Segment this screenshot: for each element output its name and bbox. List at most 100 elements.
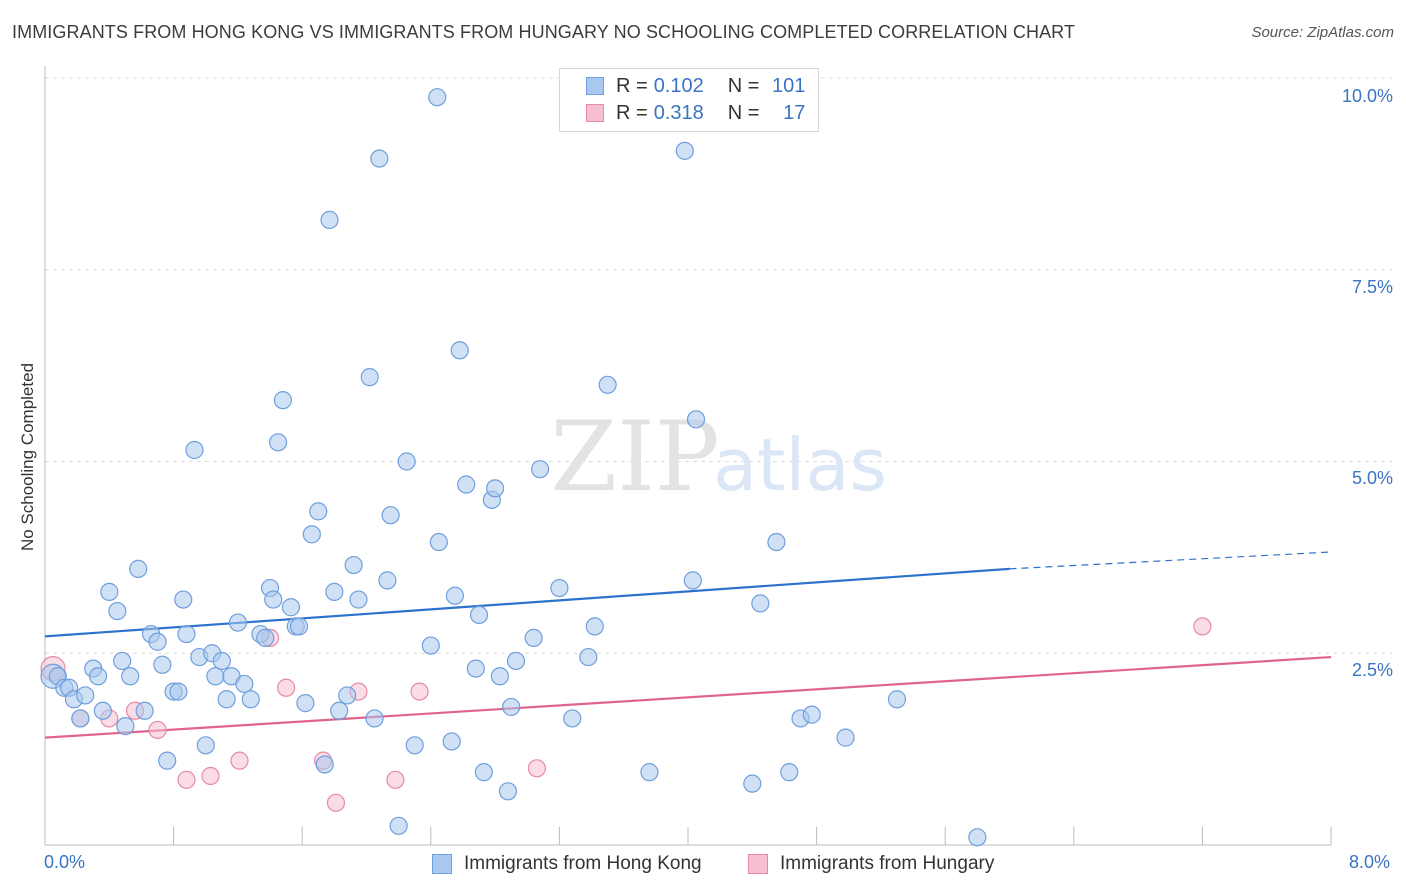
- point-hongkong: [429, 532, 448, 552]
- point-hongkong: [196, 736, 215, 755]
- point-hongkong: [169, 682, 188, 701]
- point-hongkong: [121, 667, 140, 686]
- data-points: [40, 88, 1212, 847]
- point-hongkong: [442, 732, 461, 751]
- point-hongkong: [506, 651, 526, 671]
- point-hongkong: [330, 701, 349, 720]
- point-hongkong: [241, 690, 260, 709]
- point-hongkong: [445, 586, 465, 605]
- point-hongkong: [93, 701, 112, 720]
- point-hungary: [1193, 617, 1212, 636]
- trend-lines: [44, 551, 1332, 739]
- point-hongkong: [550, 578, 569, 598]
- legend-r-label: R =: [616, 101, 648, 124]
- point-hongkong: [397, 452, 416, 471]
- point-hongkong: [113, 651, 132, 671]
- bottom-legend-label-hongkong: Immigrants from Hong Kong: [464, 853, 702, 874]
- point-hongkong: [780, 763, 799, 782]
- point-hongkong: [88, 667, 108, 686]
- trend-line-hungary: [44, 655, 1332, 739]
- point-hongkong: [474, 763, 493, 782]
- point-hongkong: [640, 763, 659, 782]
- point-hungary: [148, 720, 167, 740]
- point-hongkong: [148, 632, 167, 651]
- watermark-atlas: atlas: [713, 423, 887, 507]
- y-tick-label: 10.0%: [1341, 86, 1393, 106]
- point-hongkong: [968, 828, 987, 847]
- legend-swatch-hungary: [586, 104, 604, 122]
- legend-swatch-hongkong: [586, 77, 604, 95]
- point-hungary: [201, 766, 220, 786]
- stats-legend: R = 0.102 N = 101 R = 0.318 N = 17: [559, 68, 819, 132]
- point-hongkong: [469, 605, 489, 625]
- point-hongkong: [158, 751, 177, 770]
- point-hongkong: [296, 694, 315, 713]
- bottom-legend-hungary: Immigrants from Hungary: [748, 852, 994, 876]
- bottom-legend-hongkong: Immigrants from Hong Kong: [432, 852, 702, 876]
- point-hongkong: [389, 816, 408, 835]
- point-hongkong: [177, 624, 196, 644]
- point-hongkong: [585, 617, 604, 636]
- point-hongkong: [76, 686, 95, 705]
- bottom-legend-label-hungary: Immigrants from Hungary: [780, 853, 995, 874]
- x-tick-label-min: 0.0%: [44, 852, 86, 872]
- point-hongkong: [486, 479, 505, 498]
- point-hongkong: [228, 613, 247, 632]
- axes: [44, 66, 1332, 846]
- grid-lines: [45, 77, 1392, 654]
- point-hongkong: [490, 667, 510, 686]
- point-hongkong: [71, 709, 90, 728]
- point-hongkong: [579, 647, 598, 667]
- point-hongkong: [381, 506, 400, 525]
- point-hungary: [326, 793, 346, 812]
- point-hongkong: [767, 532, 786, 552]
- point-hongkong: [273, 391, 293, 410]
- trend-line-hongkong: [44, 567, 1010, 638]
- point-hongkong: [675, 141, 694, 160]
- x-tick-label-max: 8.0%: [1349, 852, 1391, 872]
- point-hungary: [177, 770, 196, 789]
- point-hongkong: [174, 590, 193, 609]
- point-hongkong: [360, 368, 379, 387]
- point-hongkong: [135, 701, 154, 720]
- point-hongkong: [315, 755, 334, 774]
- y-tick-label: 7.5%: [1351, 277, 1393, 297]
- point-hongkong: [289, 617, 309, 636]
- point-hongkong: [428, 88, 447, 107]
- point-hongkong: [235, 674, 254, 694]
- point-hongkong: [802, 705, 821, 724]
- point-hongkong: [309, 502, 328, 521]
- point-hongkong: [370, 149, 389, 168]
- point-hongkong: [153, 655, 172, 674]
- point-hongkong: [344, 555, 363, 575]
- point-hongkong: [338, 686, 357, 705]
- point-hongkong: [217, 690, 236, 709]
- bottom-legend-swatch-hongkong: [432, 854, 452, 874]
- legend-n-label: N =: [727, 74, 760, 97]
- point-hungary: [277, 678, 296, 697]
- y-tick-label: 5.0%: [1351, 468, 1393, 488]
- point-hongkong: [498, 782, 518, 801]
- legend-n-value: 17: [783, 101, 806, 124]
- point-hongkong: [365, 709, 384, 728]
- point-hongkong: [686, 410, 706, 429]
- point-hongkong: [598, 375, 617, 394]
- chart-title: IMMIGRANTS FROM HONG KONG VS IMMIGRANTS …: [12, 22, 1076, 42]
- point-hongkong: [108, 601, 127, 621]
- point-hongkong: [320, 210, 339, 229]
- point-hongkong: [887, 690, 907, 709]
- point-hongkong: [563, 709, 582, 728]
- point-hongkong: [524, 628, 543, 648]
- point-hongkong: [268, 433, 288, 452]
- point-hongkong: [206, 667, 225, 686]
- legend-r-label: R =: [616, 74, 648, 97]
- point-hongkong: [531, 460, 550, 479]
- point-hongkong: [212, 651, 231, 671]
- point-hongkong: [466, 659, 485, 678]
- point-hungary: [386, 770, 405, 789]
- point-hongkong: [743, 774, 762, 793]
- point-hongkong: [256, 628, 275, 648]
- point-hungary: [230, 751, 249, 770]
- point-hongkong: [349, 590, 368, 609]
